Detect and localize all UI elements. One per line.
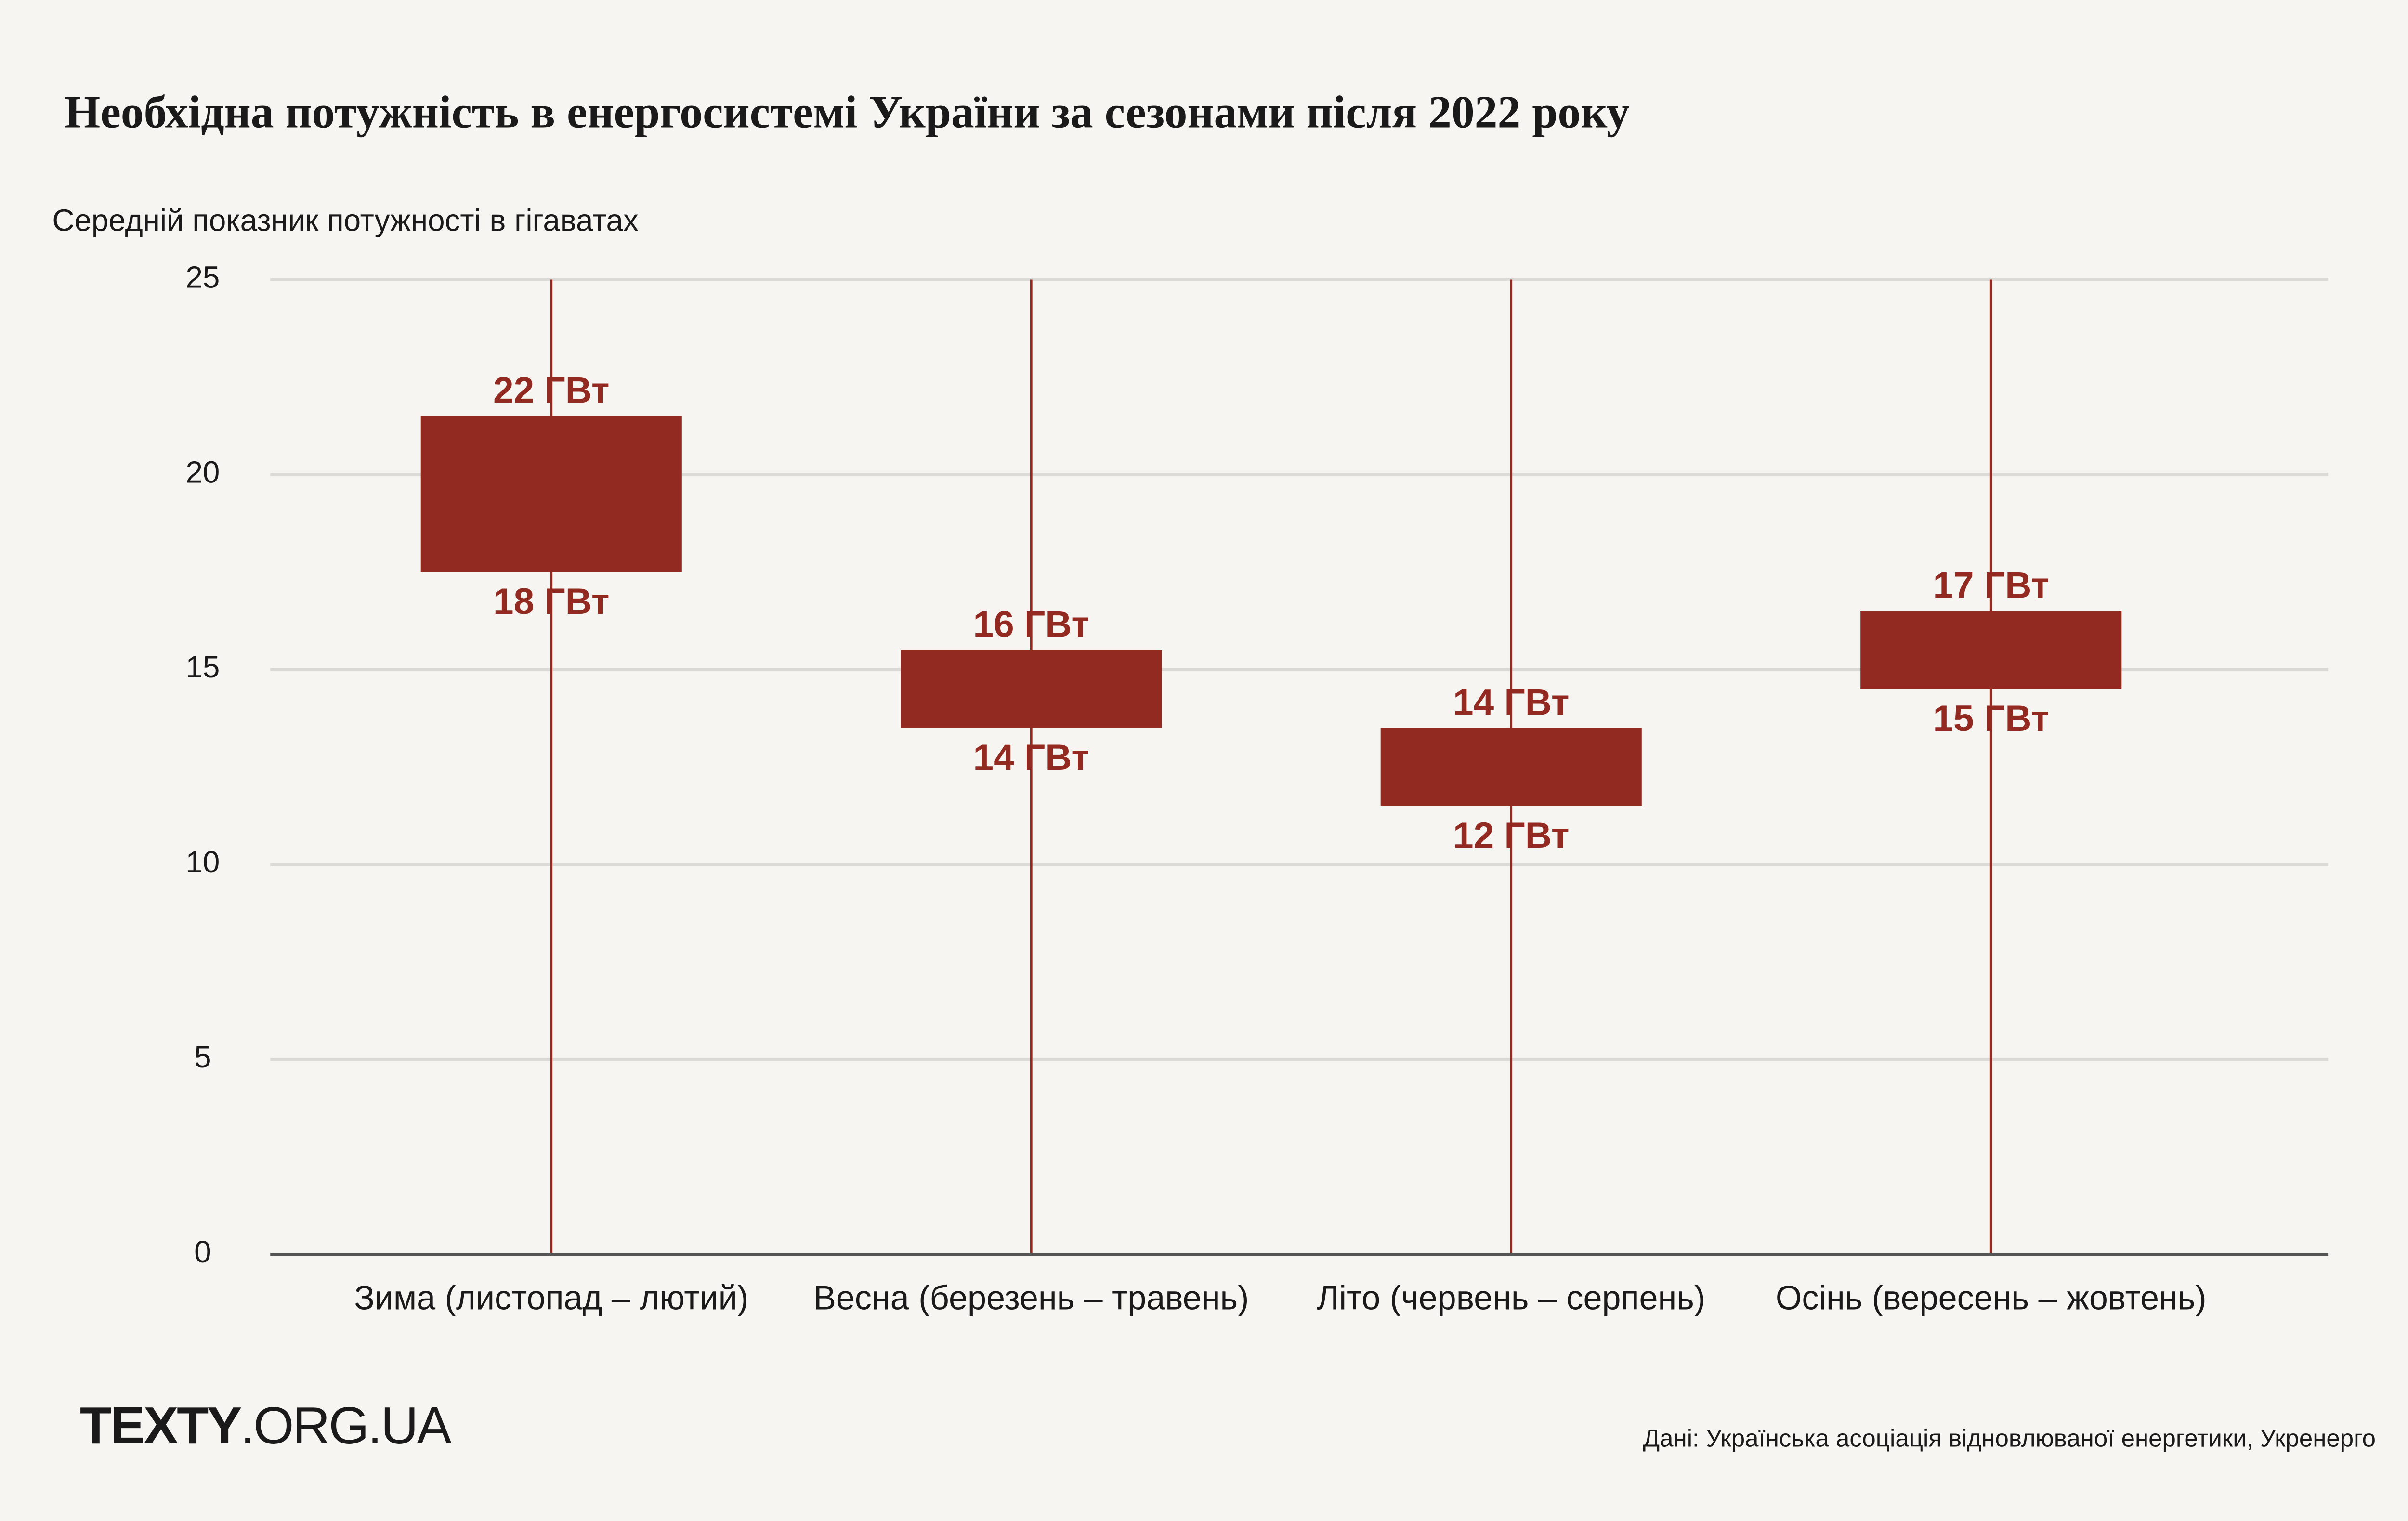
source: Дані: Українська асоціація відновлюваної… <box>1643 1425 2376 1452</box>
range-bar <box>1380 728 1642 806</box>
value-label: 18 ГВт <box>493 581 609 622</box>
x-tick-label: Літо (червень – серпень) <box>1317 1279 1705 1317</box>
value-label: 12 ГВт <box>1453 815 1569 856</box>
x-tick-label: Весна (березень – травень) <box>813 1279 1249 1317</box>
range-bar <box>901 650 1162 728</box>
y-tick-label: 10 <box>185 845 220 879</box>
value-label: 17 ГВт <box>1933 565 2049 606</box>
y-tick-label: 20 <box>185 455 220 489</box>
y-tick-label: 15 <box>185 650 220 684</box>
logo: TEXTY.ORG.UA <box>80 1396 452 1454</box>
range-bar <box>1860 611 2122 689</box>
chart-title: Необхідна потужність в енергосистемі Укр… <box>65 86 1630 137</box>
value-label: 14 ГВт <box>973 737 1089 778</box>
value-label: 22 ГВт <box>493 370 609 411</box>
chart-subtitle: Середній показник потужності в гігаватах <box>52 203 639 237</box>
x-tick-label: Зима (листопад – лютий) <box>354 1279 748 1317</box>
x-tick-label: Осінь (вересень – жовтень) <box>1776 1279 2207 1317</box>
logo-bold: TEXTY <box>80 1396 241 1454</box>
value-label: 16 ГВт <box>973 604 1089 645</box>
y-tick-label: 25 <box>185 260 220 294</box>
logo-rest: .ORG.UA <box>240 1396 452 1454</box>
range-bar <box>420 416 682 572</box>
y-tick-label: 0 <box>194 1235 211 1269</box>
value-label: 14 ГВт <box>1453 682 1569 723</box>
y-tick-label: 5 <box>194 1040 211 1074</box>
value-label: 15 ГВт <box>1933 698 2049 739</box>
